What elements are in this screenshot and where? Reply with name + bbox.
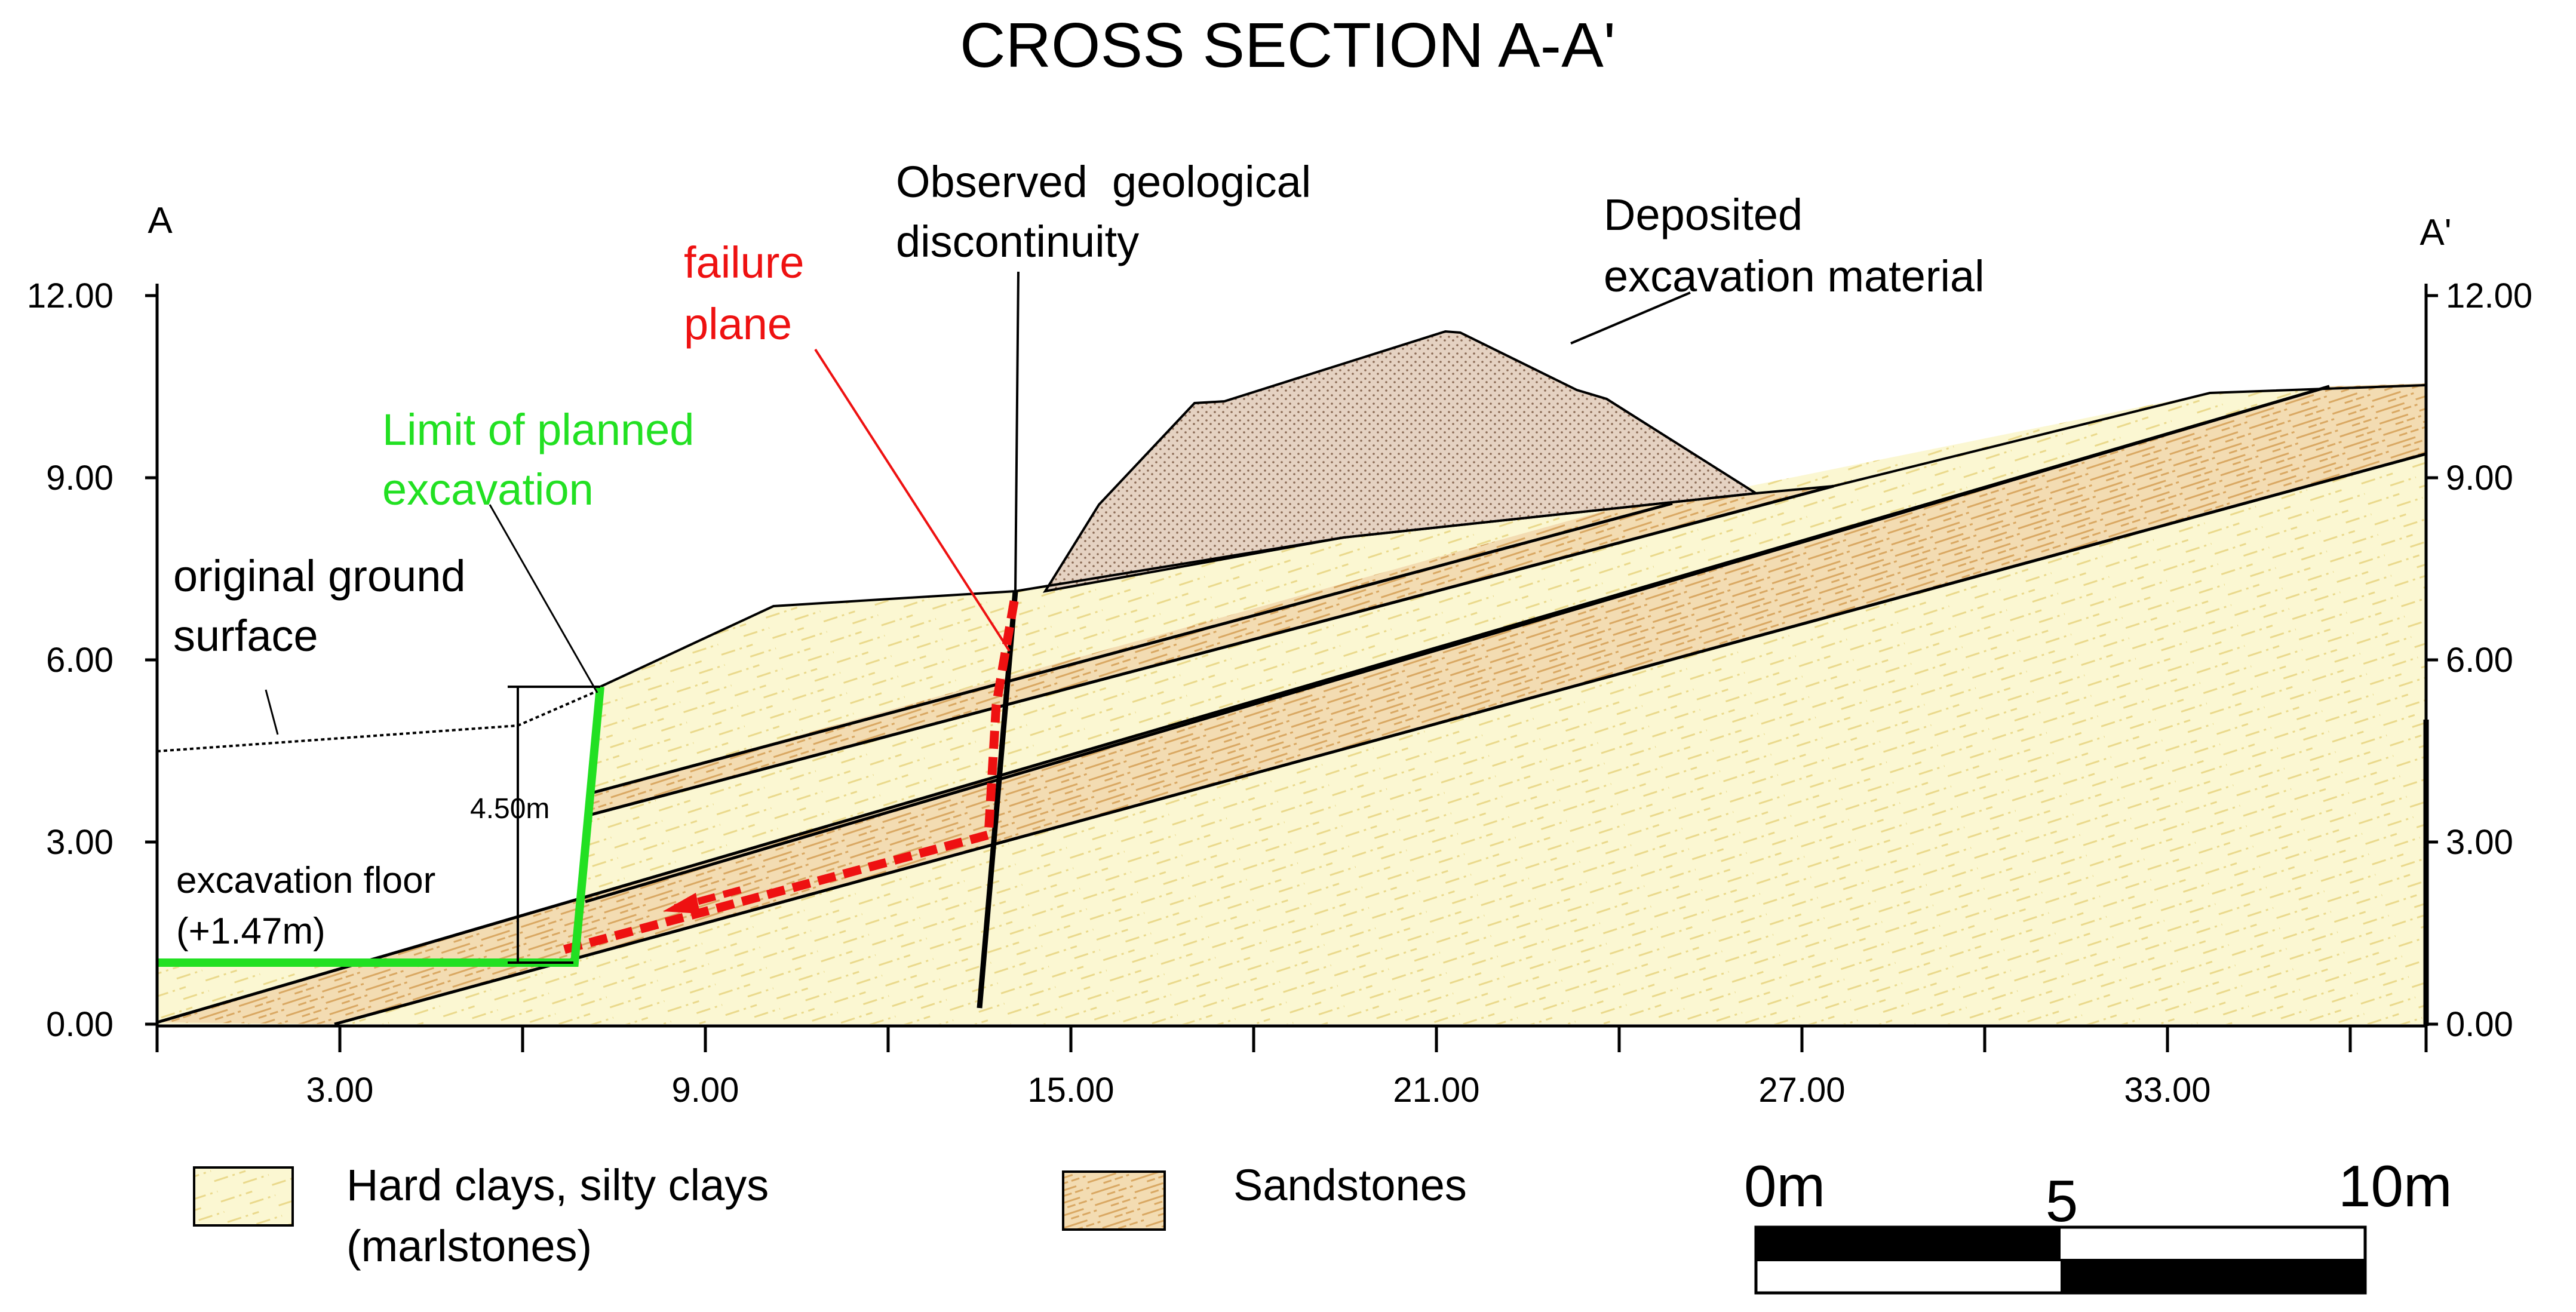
discontinuity-label: discontinuity <box>896 217 1139 266</box>
excavation-limit-label: Limit of planned <box>382 405 694 454</box>
legend-swatch-sandstones <box>1062 1170 1166 1231</box>
y-tick-label: 6.00 <box>2446 641 2513 680</box>
x-tick-label: 27.00 <box>1758 1071 1845 1110</box>
failure-plane-leader <box>814 348 1011 652</box>
failure-plane-label: failure <box>684 238 805 287</box>
scale-bar: 0m 5 10m <box>1744 1153 2452 1295</box>
right-y-axis: 12.00 9.00 6.00 3.00 0.00 <box>2424 276 2532 1044</box>
x-tick-label: 3.00 <box>306 1071 374 1110</box>
original-ground-surface-line <box>156 689 601 752</box>
x-tick-label: 15.00 <box>1027 1071 1114 1110</box>
scale-bar-start-label: 0m <box>1744 1153 1825 1219</box>
original-ground-leader <box>265 689 279 735</box>
failure-direction-arrow-icon <box>663 893 700 914</box>
geological-discontinuity-line <box>977 591 1018 1009</box>
y-tick-label: 6.00 <box>46 641 113 680</box>
scale-bar-mid-label: 5 <box>2046 1168 2078 1234</box>
discontinuity-label: Observed geological <box>896 157 1311 207</box>
y-tick-label: 9.00 <box>46 459 113 497</box>
deposited-material-label: Deposited <box>1604 190 1803 239</box>
scale-bar-end-label: 10m <box>2338 1153 2452 1219</box>
legend-label-clays: (marlstones) <box>346 1221 592 1271</box>
original-ground-label: surface <box>173 611 318 660</box>
y-tick-label: 3.00 <box>46 823 113 862</box>
x-tick-label: 9.00 <box>672 1071 739 1110</box>
x-axis: 3.00 9.00 15.00 21.00 27.00 33.00 <box>155 1024 2428 1110</box>
legend-swatch-clays <box>193 1166 294 1227</box>
bedding-line <box>156 385 2330 1024</box>
left-y-axis: 12.00 9.00 6.00 3.00 0.00 <box>27 276 159 1044</box>
y-tick-label: 9.00 <box>2446 459 2513 497</box>
excavation-limit-leader <box>489 504 598 693</box>
section-end-label: A' <box>2420 212 2451 253</box>
excavation-limit-label: excavation <box>382 465 594 514</box>
section-start-label: A <box>148 200 173 241</box>
dimension-label: 4.50m <box>470 793 549 825</box>
y-tick-label: 12.00 <box>27 276 113 315</box>
deposited-material-leader <box>1570 291 1691 345</box>
y-tick-label: 12.00 <box>2446 276 2532 315</box>
diagram-title: CROSS SECTION A-A' <box>960 10 1616 81</box>
bedding-line <box>334 452 2427 1026</box>
y-tick-label: 3.00 <box>2446 823 2513 862</box>
legend-label-sandstones: Sandstones <box>1233 1160 1467 1210</box>
x-tick-label: 33.00 <box>2124 1071 2210 1110</box>
excavation-limit-line <box>157 686 604 967</box>
ground-surface-line <box>600 384 2425 688</box>
discontinuity-leader <box>1014 271 1020 592</box>
deposited-material-label: excavation material <box>1604 251 1985 301</box>
original-ground-label: original ground <box>173 551 466 601</box>
excavation-floor-label: excavation floor <box>176 860 435 901</box>
excavation-floor-label: (+1.47m) <box>176 911 326 952</box>
bedding-line <box>591 502 1673 795</box>
x-tick-label: 21.00 <box>1393 1071 1479 1110</box>
sandstone-band-lower <box>157 383 2426 1024</box>
y-tick-label: 0.00 <box>2446 1005 2513 1044</box>
bedding-line <box>591 484 1834 816</box>
y-tick-label: 0.00 <box>46 1005 113 1044</box>
failure-plane-label: plane <box>684 299 792 349</box>
legend-label-clays: Hard clays, silty clays <box>346 1160 769 1210</box>
failure-plane-line <box>563 593 1020 954</box>
